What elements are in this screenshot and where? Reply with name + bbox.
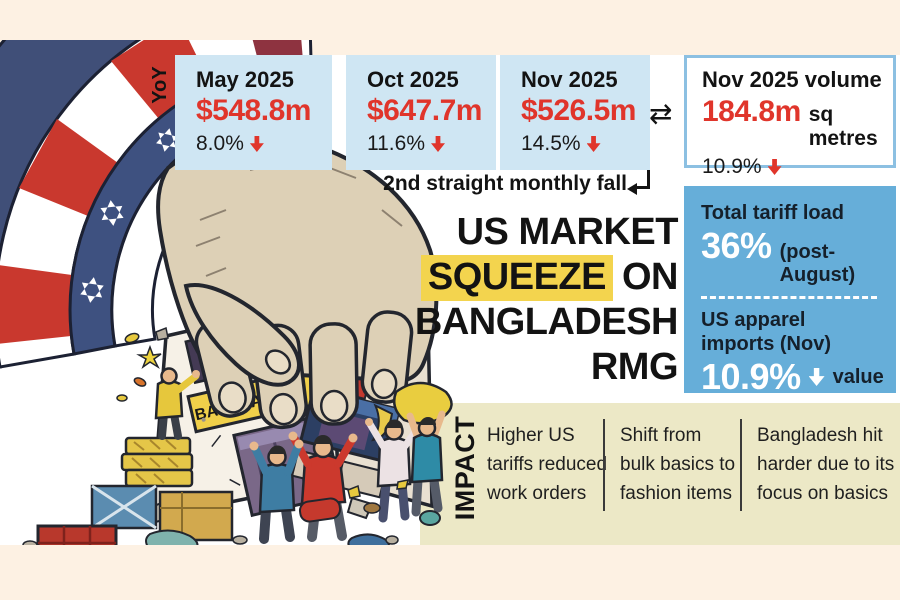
card-value: $647.7m [367, 94, 482, 127]
impact-line: tariffs reduced [487, 454, 608, 475]
volume-change: 10.9% [702, 155, 893, 179]
card-value: $526.5m [521, 94, 636, 127]
card-period: Oct 2025 [367, 67, 459, 92]
impact-item: Bangladesh hit harder due to its focus o… [757, 421, 894, 508]
impact-line: work orders [487, 483, 587, 504]
impact-line: harder due to its [757, 454, 895, 475]
worker-red [288, 431, 358, 542]
card-change: 8.0% [196, 132, 332, 156]
apparel-imports-note: value [832, 365, 884, 388]
page-title: US MARKET SQUEEZE ON BANGLADESH RMG [378, 210, 679, 390]
tariff-panel: Total tariff load 36% (post-August) US a… [684, 186, 896, 397]
impact-line: bulk basics to [620, 454, 736, 475]
card-change-value: 14.5% [521, 132, 581, 155]
yoy-axis-label: YoY [148, 66, 171, 104]
building-sign-text: BANGLADESH RMG [193, 373, 348, 424]
volume-change-value: 10.9% [702, 155, 762, 178]
falling-debris [116, 326, 169, 402]
tariff-load-label: Total tariff load [701, 202, 844, 224]
title-line-1: US MARKET [456, 211, 679, 253]
title-line-4: RMG [590, 346, 679, 388]
building-signboard [186, 359, 354, 434]
card-change-value: 11.6% [367, 132, 425, 155]
impact-item: Higher US tariffs reduced work orders [487, 421, 607, 508]
corner-arrow-icon [627, 169, 650, 195]
monthly-fall-annotation: 2nd straight monthly fall [383, 169, 650, 196]
exchange-arrows-icon: ⇄ [649, 98, 673, 129]
volume-unit: sq metres [808, 103, 878, 150]
worker-white [365, 418, 423, 523]
impact-line: fashion items [620, 483, 732, 504]
volume-card-title: Nov 2025 volume [702, 67, 882, 92]
impact-line: Shift from [620, 425, 702, 446]
panel-divider [701, 296, 877, 299]
apparel-imports-label-line2: imports (Nov) [701, 333, 831, 355]
down-arrow-icon [431, 136, 445, 152]
worker-yellow [154, 367, 200, 440]
card-change-value: 8.0% [196, 132, 244, 155]
card-oct-2025: Oct 2025 $647.7m 11.6% [346, 55, 496, 170]
card-period: May 2025 [196, 67, 294, 92]
worker-blue [249, 439, 304, 544]
card-change: 11.6% [367, 132, 496, 156]
card-nov-2025: Nov 2025 $526.5m 14.5% [500, 55, 650, 170]
apparel-imports-value: 10.9% [701, 356, 801, 397]
down-arrow-icon [249, 136, 264, 152]
annotation-text: 2nd straight monthly fall [383, 172, 627, 195]
impact-divider [740, 419, 742, 511]
title-highlight: SQUEEZE [420, 255, 613, 301]
title-line-3: BANGLADESH [414, 301, 679, 343]
salvaged-goods-boxes [36, 436, 234, 560]
card-period: Nov 2025 [521, 67, 618, 92]
impact-line: focus on basics [757, 483, 888, 504]
impact-line: Bangladesh hit [757, 425, 883, 446]
impact-strip: IMPACT Higher US tariffs reduced work or… [420, 403, 900, 545]
tariff-load-note: (post-August) [779, 241, 856, 286]
volume-card: Nov 2025 volume 184.8m sq metres 10.9% [684, 55, 896, 178]
down-arrow-icon [586, 136, 601, 152]
card-change: 14.5% [521, 132, 650, 156]
title-line-2-rest: ON [622, 256, 679, 298]
apparel-imports-label-line1: US apparel [701, 309, 806, 331]
down-arrow-icon [808, 368, 825, 386]
down-arrow-icon [767, 159, 782, 175]
impact-divider [603, 419, 605, 511]
impact-item: Shift from bulk basics to fashion items [620, 421, 735, 508]
impact-line: Higher US [487, 425, 575, 446]
tariff-load-value: 36% [701, 225, 772, 266]
title-line-2: SQUEEZE ON [378, 255, 679, 301]
bottom-cream-band [0, 545, 900, 600]
card-value: $548.8m [196, 94, 311, 127]
workers [154, 367, 453, 544]
top-cream-band [0, 0, 900, 55]
card-may-2025: May 2025 $548.8m 8.0% [175, 55, 332, 170]
volume-value: 184.8m [702, 95, 801, 128]
sleeve-stars [80, 128, 178, 303]
impact-heading: IMPACT [449, 415, 480, 521]
